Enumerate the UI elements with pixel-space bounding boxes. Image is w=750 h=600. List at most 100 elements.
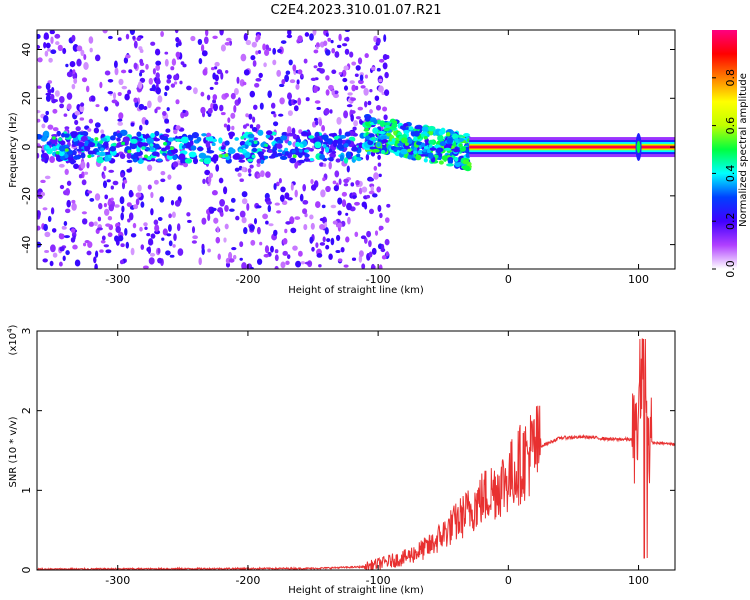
- heatmap-cell: [149, 87, 155, 92]
- heatmap-cell: [66, 199, 71, 208]
- heatmap-cell: [297, 97, 302, 106]
- heatmap-cell: [251, 154, 256, 159]
- heatmap-cell: [359, 74, 364, 81]
- heatmap-cell: [212, 154, 219, 161]
- heatmap-cell: [196, 136, 202, 142]
- heatmap-cell: [287, 30, 292, 36]
- heatmap-cell: [154, 130, 160, 137]
- heatmap-cell: [309, 157, 314, 162]
- heatmap-cell: [324, 146, 330, 153]
- heatmap-cell: [124, 93, 130, 101]
- heatmap-cell: [150, 41, 156, 46]
- heatmap-cell: [351, 146, 359, 152]
- heatmap-cell: [382, 106, 388, 112]
- heatmap-cell: [322, 163, 327, 167]
- heatmap-cell: [299, 193, 304, 202]
- heatmap-cell: [148, 77, 153, 85]
- heatmap-cell: [44, 50, 49, 57]
- colorbar-tick-label: 0.2: [724, 212, 737, 230]
- heatmap-cell: [196, 146, 204, 152]
- heatmap-cell: [86, 162, 90, 169]
- heatmap-cell: [178, 153, 186, 160]
- heatmap-cell: [373, 172, 379, 180]
- heatmap-cell: [295, 83, 300, 90]
- heatmap-cell: [207, 107, 213, 114]
- heatmap-cell: [274, 249, 279, 254]
- heatmap-cell: [343, 178, 349, 184]
- heatmap-cell: [212, 99, 217, 104]
- heatmap-cell: [375, 104, 382, 111]
- top-plot-frame: [36, 29, 676, 270]
- heatmap-cell: [209, 136, 214, 142]
- heatmap-cell: [201, 217, 207, 225]
- heatmap-cell: [144, 154, 148, 159]
- heatmap-cell: [80, 102, 85, 107]
- heatmap-cell: [268, 223, 274, 227]
- heatmap-cell: [381, 243, 385, 252]
- heatmap-cell: [349, 51, 354, 58]
- heatmap-cell: [251, 126, 258, 133]
- heatmap-cell: [223, 186, 228, 195]
- x-tick-label: -200: [235, 273, 260, 286]
- heatmap-cell: [381, 139, 389, 144]
- heatmap-cell: [163, 141, 168, 146]
- heatmap-cell: [66, 92, 73, 100]
- heatmap-cell: [368, 251, 373, 258]
- heatmap-cell: [225, 37, 232, 42]
- heatmap-cell: [89, 150, 96, 155]
- top-x-ticks: -300 -200 -100 0 100: [105, 30, 649, 286]
- heatmap-cell: [63, 113, 68, 117]
- heatmap-cell: [383, 128, 390, 132]
- heatmap-cell: [262, 43, 266, 51]
- heatmap-cell: [325, 32, 329, 37]
- heatmap-cell: [299, 143, 304, 148]
- heatmap-cell: [88, 141, 96, 148]
- heatmap-cell: [126, 152, 132, 160]
- heatmap-cell: [47, 89, 53, 94]
- heatmap-cell: [74, 110, 81, 116]
- heatmap-cell: [434, 154, 439, 159]
- heatmap-cell: [191, 131, 199, 139]
- heatmap-cell: [186, 85, 192, 91]
- heatmap-cell: [49, 260, 54, 267]
- heatmap-cell: [293, 99, 298, 104]
- heatmap-cell: [384, 217, 390, 223]
- colorbar-tick-label: 0.8: [724, 69, 737, 87]
- heatmap-cell: [76, 148, 84, 152]
- heatmap-cell: [365, 153, 370, 161]
- heatmap-cell: [59, 246, 65, 252]
- heatmap-cell: [218, 154, 223, 158]
- heatmap-cell: [325, 49, 331, 56]
- heatmap-cell: [43, 223, 48, 232]
- heatmap-cell: [326, 138, 333, 144]
- heatmap-cell: [344, 131, 351, 137]
- heatmap-cell: [284, 192, 290, 200]
- heatmap-cell: [340, 246, 345, 253]
- bottom-y-axis-label: SNR (10 * v/v): [8, 416, 19, 487]
- heatmap-cell: [330, 237, 335, 246]
- heatmap-cell: [127, 218, 131, 223]
- heatmap-cell: [74, 119, 79, 125]
- heatmap-cell: [373, 165, 378, 171]
- heatmap-cell: [151, 158, 156, 162]
- heatmap-cell: [368, 190, 375, 195]
- heatmap-cell: [181, 145, 186, 149]
- heatmap-cell: [169, 254, 175, 258]
- heatmap-cell: [176, 223, 181, 232]
- heatmap-cell: [42, 207, 48, 211]
- x-tick-label: 0: [505, 574, 512, 587]
- heatmap-cell: [264, 143, 269, 148]
- heatmap-cell: [227, 117, 231, 123]
- heatmap-layer: [37, 30, 675, 269]
- heatmap-cell: [81, 211, 87, 215]
- heatmap-cell: [346, 104, 353, 108]
- heatmap-cell: [245, 113, 249, 118]
- heatmap-cell: [304, 153, 310, 158]
- heatmap-cell: [157, 216, 163, 222]
- heatmap-cell: [64, 235, 70, 239]
- heatmap-cell: [290, 227, 297, 234]
- heatmap-cell: [438, 130, 444, 136]
- heatmap-cell: [349, 80, 355, 84]
- heatmap-cell: [224, 92, 229, 98]
- heatmap-cell: [139, 226, 143, 232]
